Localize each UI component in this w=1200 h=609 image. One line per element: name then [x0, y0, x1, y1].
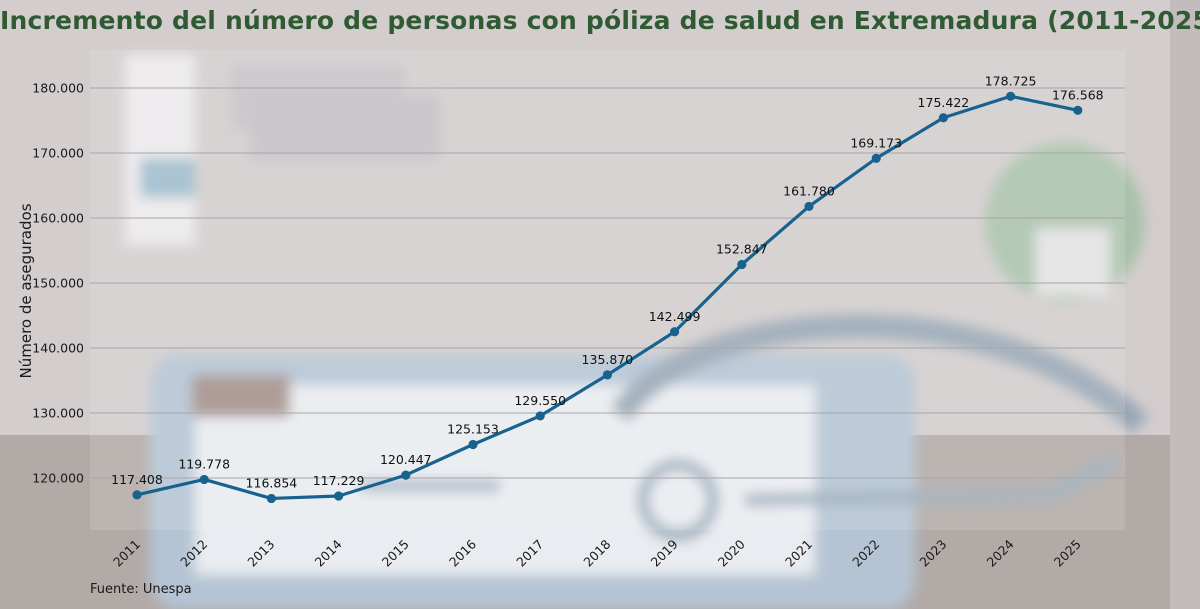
- data-point: [266, 493, 276, 504]
- data-point: [535, 411, 545, 421]
- y-tick-label: 160.000: [32, 211, 84, 226]
- data-label: 120.447: [380, 452, 432, 467]
- x-tick-label: 2012: [177, 537, 210, 570]
- x-tick-label: 2025: [1051, 537, 1084, 570]
- data-point: [401, 470, 411, 480]
- data-label: 125.153: [447, 422, 499, 437]
- data-point: [199, 474, 209, 485]
- y-tick-label: 170.000: [32, 146, 84, 161]
- data-point: [670, 327, 680, 337]
- x-tick-label: 2020: [715, 536, 748, 569]
- x-tick-label: 2024: [984, 536, 1017, 569]
- data-label: 119.778: [178, 456, 230, 471]
- y-tick-label: 180.000: [32, 81, 84, 96]
- data-point: [468, 439, 478, 450]
- x-tick-label: 2018: [580, 536, 613, 569]
- data-labels: 117.408 119.778 116.854 117.229 120.447 125.1…: [111, 73, 1104, 490]
- data-label: 152.847: [716, 241, 768, 256]
- x-tick-label: 2021: [782, 537, 815, 570]
- gridlines: [90, 87, 1125, 479]
- data-label: 117.229: [313, 473, 365, 488]
- data-point: [1006, 91, 1016, 101]
- y-axis-title: Número de asegurados: [17, 203, 35, 378]
- data-point: [737, 259, 747, 270]
- x-tick-label: 2016: [446, 536, 479, 569]
- y-tick-label: 150.000: [32, 276, 84, 291]
- x-tick-label: 2011: [110, 537, 143, 570]
- data-point: [804, 201, 814, 212]
- data-label: 161.780: [783, 183, 835, 198]
- data-point: [334, 491, 344, 501]
- y-tick-label: 130.000: [32, 406, 84, 421]
- data-label: 175.422: [918, 95, 970, 110]
- data-points: [132, 91, 1083, 504]
- series-line: [135, 94, 1080, 501]
- series-line-path: [135, 94, 1080, 501]
- data-label: 129.550: [514, 393, 566, 408]
- y-tick-label: 140.000: [32, 341, 84, 356]
- x-axis: 2011 2012 2013 2014 2015 2016 2017 2018 2019 2020…: [110, 536, 1084, 569]
- data-label: 142.499: [649, 309, 701, 324]
- y-tick-label: 120.000: [32, 471, 84, 486]
- data-point: [1073, 105, 1083, 115]
- data-point: [871, 153, 881, 163]
- data-point: [602, 370, 613, 380]
- x-tick-label: 2015: [379, 537, 412, 570]
- data-label: 169.173: [850, 135, 902, 150]
- x-tick-label: 2017: [513, 537, 546, 570]
- x-tick-label: 2013: [244, 537, 277, 570]
- data-label: 117.408: [111, 472, 163, 487]
- data-label: 116.854: [246, 475, 298, 490]
- x-tick-label: 2014: [312, 536, 345, 569]
- y-axis: 120.000 130.000 140.000 150.000 160.000 170.0…: [32, 81, 84, 486]
- chart-title: Incremento del número de personas con pó…: [0, 6, 1200, 35]
- data-label: 176.568: [1052, 87, 1104, 102]
- x-tick-label: 2019: [648, 536, 681, 569]
- data-point: [132, 490, 142, 500]
- data-point: [938, 113, 949, 123]
- source-note: Fuente: Unespa: [90, 582, 192, 597]
- data-label: 135.870: [582, 352, 634, 367]
- data-label: 178.725: [985, 73, 1037, 88]
- x-tick-label: 2023: [916, 537, 949, 570]
- x-tick-label: 2022: [849, 537, 882, 570]
